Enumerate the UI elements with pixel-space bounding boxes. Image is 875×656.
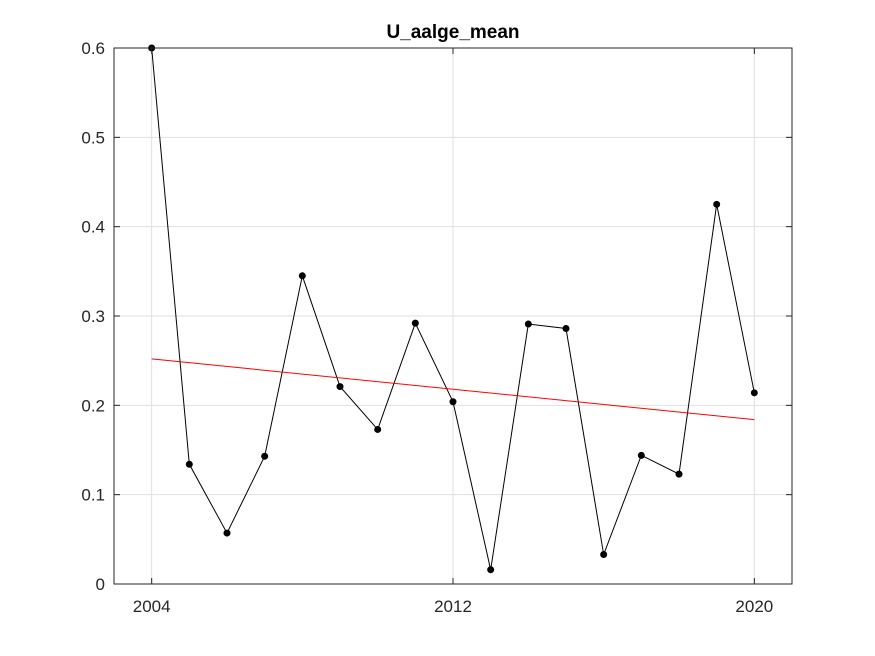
y-tick-label: 0.1 <box>81 486 105 505</box>
data-point <box>675 470 683 478</box>
y-tick-label: 0.2 <box>81 396 105 415</box>
y-tick-label: 0.3 <box>81 307 105 326</box>
y-tick-label: 0.4 <box>81 218 105 237</box>
data-point <box>600 551 608 559</box>
data-point <box>750 389 758 397</box>
data-point <box>449 398 457 406</box>
data-point <box>374 425 382 433</box>
data-point <box>411 319 419 327</box>
chart-title: U_aalge_mean <box>386 22 519 43</box>
data-point <box>336 383 344 391</box>
data-point <box>524 320 532 328</box>
x-tick-label: 2004 <box>133 597 171 616</box>
y-tick-label: 0 <box>96 575 105 594</box>
data-point <box>562 325 570 333</box>
data-point <box>637 451 645 459</box>
data-point <box>261 452 269 460</box>
data-point <box>487 566 495 574</box>
tick-labels: 0 0.1 0.2 0.3 0.4 0.5 0.6 2004 2012 2020 <box>81 39 773 616</box>
data-point <box>298 272 306 280</box>
data-point <box>185 460 193 468</box>
x-tick-label: 2012 <box>434 597 472 616</box>
x-tick-label: 2020 <box>735 597 773 616</box>
trend-line <box>151 358 755 421</box>
y-tick-label: 0.5 <box>81 128 105 147</box>
tick-marks <box>114 47 792 585</box>
series-layer <box>148 44 758 574</box>
data-point <box>713 200 721 208</box>
data-point <box>223 529 231 537</box>
y-tick-label: 0.6 <box>81 39 105 58</box>
